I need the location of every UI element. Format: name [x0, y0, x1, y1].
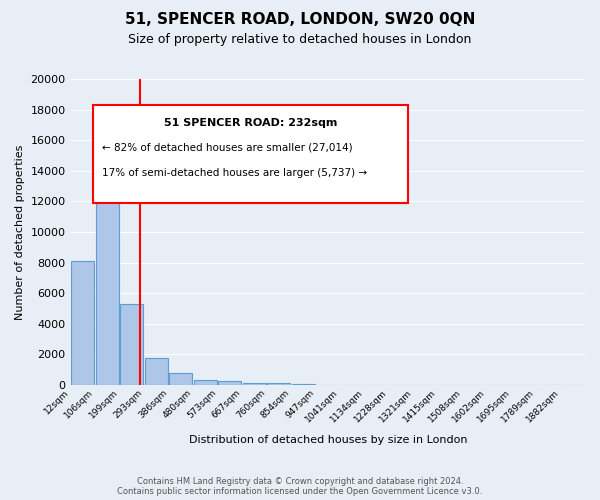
Text: Contains HM Land Registry data © Crown copyright and database right 2024.: Contains HM Land Registry data © Crown c…	[137, 477, 463, 486]
Text: 51, SPENCER ROAD, LONDON, SW20 0QN: 51, SPENCER ROAD, LONDON, SW20 0QN	[125, 12, 475, 28]
Text: Contains public sector information licensed under the Open Government Licence v3: Contains public sector information licen…	[118, 487, 482, 496]
Y-axis label: Number of detached properties: Number of detached properties	[15, 144, 25, 320]
Bar	[145, 358, 168, 385]
Bar	[292, 384, 315, 385]
Bar	[242, 382, 266, 385]
Bar	[218, 380, 241, 385]
Text: Size of property relative to detached houses in London: Size of property relative to detached ho…	[128, 32, 472, 46]
Text: 51 SPENCER ROAD: 232sqm: 51 SPENCER ROAD: 232sqm	[164, 118, 337, 128]
Text: ← 82% of detached houses are smaller (27,014): ← 82% of detached houses are smaller (27…	[102, 142, 353, 152]
Bar	[120, 304, 143, 385]
Bar	[71, 261, 94, 385]
Text: 17% of semi-detached houses are larger (5,737) →: 17% of semi-detached houses are larger (…	[102, 168, 367, 177]
X-axis label: Distribution of detached houses by size in London: Distribution of detached houses by size …	[188, 435, 467, 445]
Bar	[95, 132, 119, 385]
Bar	[169, 372, 193, 385]
Bar	[267, 384, 290, 385]
Bar	[194, 380, 217, 385]
